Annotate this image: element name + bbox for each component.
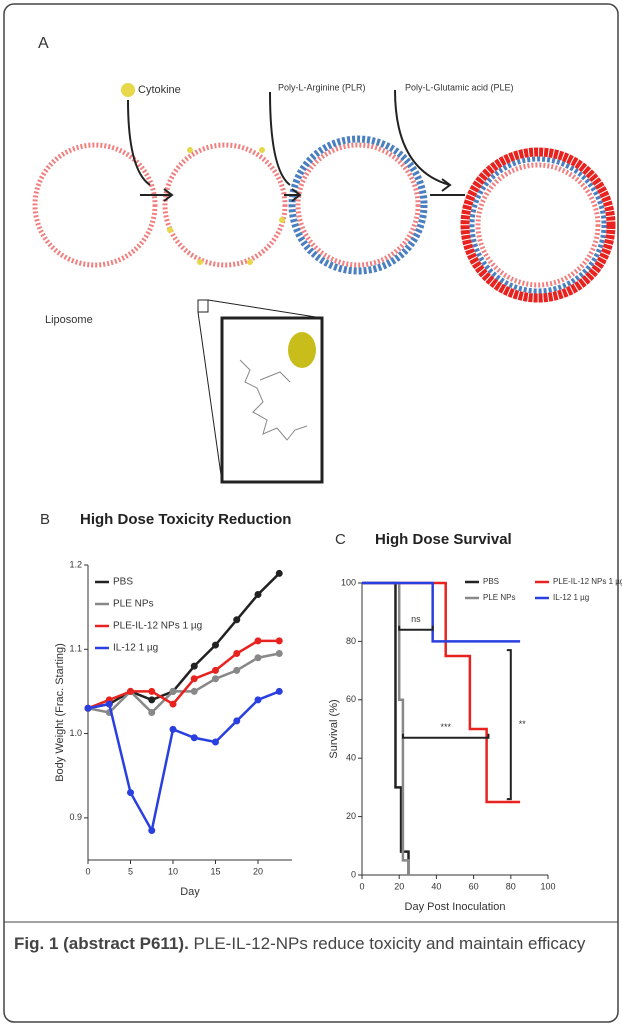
y-tick-label: 40	[346, 753, 356, 763]
series-line	[362, 581, 521, 643]
x-axis-label: Day	[180, 886, 200, 898]
cytokine-dots	[121, 83, 285, 265]
liposomes	[32, 135, 616, 303]
label: Poly-L-Arginine (PLR)	[278, 82, 366, 92]
annotation: ns	[411, 614, 421, 624]
x-tick-label: 0	[85, 866, 90, 876]
caption-label: Fig. 1 (abstract P611).	[14, 934, 189, 953]
legend-label: IL-12 1 µg	[113, 643, 158, 654]
x-tick-label: 60	[469, 881, 479, 891]
y-tick-label: 0.9	[69, 812, 82, 822]
point	[254, 637, 262, 645]
point	[169, 700, 177, 708]
bracket	[401, 733, 490, 739]
point	[233, 616, 241, 624]
point	[190, 734, 198, 742]
caption: Fig. 1 (abstract P611). PLE-IL-12-NPs re…	[14, 932, 604, 956]
point	[233, 650, 241, 657]
point	[190, 687, 198, 695]
x-tick-label: 5	[128, 866, 133, 876]
point	[254, 591, 262, 598]
arrows	[127, 89, 465, 202]
point	[148, 827, 156, 834]
y-tick-label: 80	[346, 636, 356, 646]
series-line	[87, 572, 281, 710]
x-tick-label: 20	[394, 881, 404, 891]
point	[84, 704, 92, 712]
y-axis-label: Survival (%)	[328, 699, 340, 758]
caption-text: PLE-IL-12-NPs reduce toxicity and mainta…	[193, 934, 586, 953]
panel-label: A	[38, 35, 49, 52]
series-line	[362, 581, 410, 875]
panel-label: B	[40, 511, 50, 528]
bracket	[398, 625, 434, 631]
panel-label: C	[335, 531, 346, 548]
point	[148, 687, 156, 695]
y-tick-label: 1.0	[69, 728, 82, 738]
x-tick-label: 20	[253, 866, 263, 876]
point	[127, 789, 134, 797]
y-tick-label: 60	[346, 694, 356, 704]
label: Cytokine	[138, 84, 181, 96]
y-tick-label: 1.1	[69, 644, 82, 654]
x-axis-label: Day Post Inoculation	[405, 901, 506, 913]
point	[148, 709, 156, 716]
point	[212, 738, 219, 746]
legend-label: PBS	[113, 577, 133, 588]
legend-label: IL-12 1 µg	[553, 593, 589, 602]
point	[275, 687, 283, 695]
point	[233, 717, 241, 725]
x-tick-label: 0	[359, 881, 364, 891]
point	[212, 641, 219, 649]
inset	[197, 299, 324, 484]
label: Liposome	[45, 314, 93, 326]
point	[190, 675, 198, 683]
point	[212, 675, 219, 683]
legend-label: PLE-IL-12 NPs 1 µg	[113, 621, 202, 632]
point	[275, 637, 283, 645]
series-line	[87, 639, 280, 710]
point	[169, 687, 177, 695]
x-tick-label: 40	[431, 881, 441, 891]
point	[148, 696, 156, 704]
point	[212, 666, 219, 674]
legend-label: PBS	[483, 577, 499, 586]
chart-title: High Dose Toxicity Reduction	[80, 511, 291, 528]
y-tick-label: 0	[351, 869, 356, 879]
series-line	[87, 652, 280, 715]
legend-label: PLE NPs	[483, 593, 515, 602]
y-tick-label: 1.2	[69, 559, 82, 569]
point	[105, 700, 113, 708]
annotation: **	[519, 719, 527, 729]
bracket	[506, 649, 512, 801]
x-tick-label: 100	[540, 881, 555, 891]
y-axis-label: Body Weight (Frac. Starting)	[54, 643, 66, 782]
x-tick-label: 10	[168, 866, 178, 876]
x-tick-label: 15	[210, 866, 220, 876]
point	[233, 666, 241, 674]
point	[169, 725, 177, 733]
point	[254, 654, 262, 662]
y-tick-label: 20	[346, 811, 356, 821]
point	[275, 569, 283, 577]
x-tick-label: 80	[506, 881, 516, 891]
label: Poly-L-Glutamic acid (PLE)	[405, 82, 514, 92]
series-line	[362, 581, 521, 804]
legend-label: PLE-IL-12 NPs 1 µg	[553, 577, 622, 586]
point	[190, 662, 198, 670]
chart-title: High Dose Survival	[375, 531, 512, 548]
legend-label: PLE NPs	[113, 599, 154, 610]
point	[275, 650, 283, 657]
annotation: ***	[440, 722, 451, 732]
frame	[3, 3, 619, 1023]
point	[254, 696, 262, 704]
series-line	[87, 690, 280, 835]
y-tick-label: 100	[341, 577, 356, 587]
point	[127, 687, 134, 695]
